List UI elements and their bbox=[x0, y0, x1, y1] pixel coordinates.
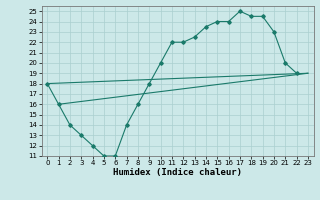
X-axis label: Humidex (Indice chaleur): Humidex (Indice chaleur) bbox=[113, 168, 242, 177]
